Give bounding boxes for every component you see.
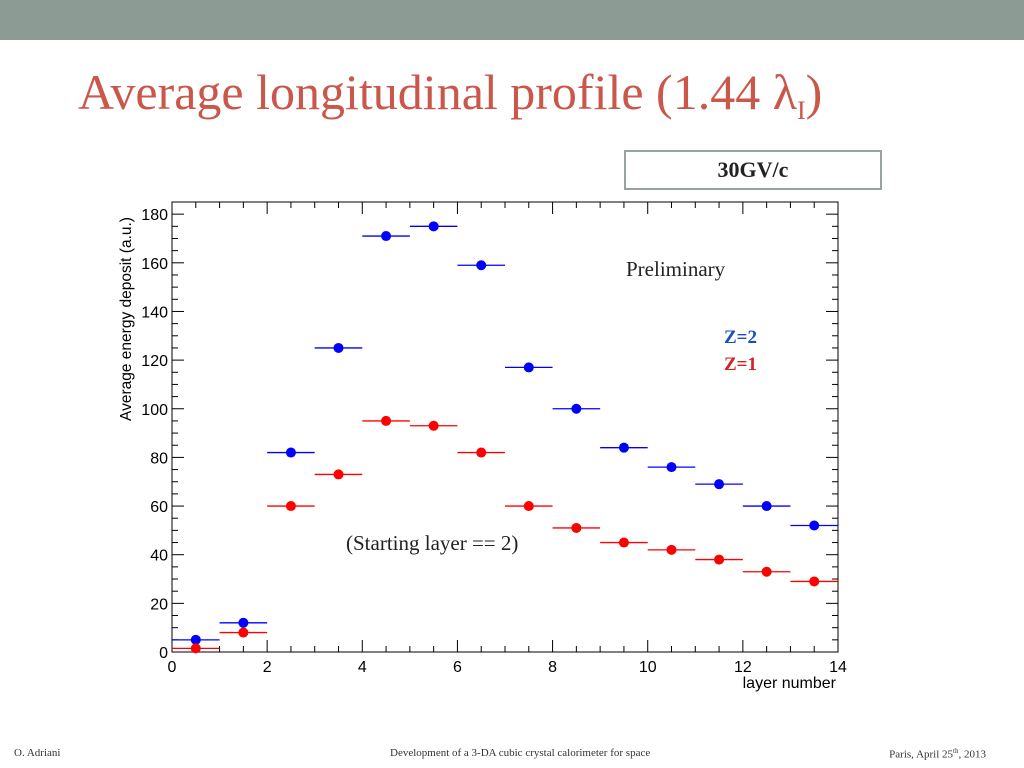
data-point-z1 xyxy=(381,415,392,426)
data-point-z1 xyxy=(666,544,677,555)
data-point-z2 xyxy=(428,221,439,232)
y-tick-label: 180 xyxy=(141,207,168,224)
lambda-symbol: λ xyxy=(772,64,797,120)
data-point-z2 xyxy=(809,520,820,531)
slide-title: Average longitudinal profile (1.44 λI) xyxy=(78,62,1018,141)
data-point-z1 xyxy=(428,420,439,431)
slide-title-text: Average longitudinal profile (1.44 xyxy=(78,64,773,120)
x-tick-label: 0 xyxy=(168,659,177,676)
axis-ticks xyxy=(171,201,839,653)
x-tick-label: 10 xyxy=(639,659,657,676)
x-tick-label: 8 xyxy=(548,659,557,676)
data-point-z1 xyxy=(761,566,772,577)
y-axis-label: Average energy deposit (a.u.) xyxy=(118,217,135,421)
x-axis-label: layer number xyxy=(743,675,837,692)
data-point-z2 xyxy=(571,403,582,414)
momentum-label: 30GV/c xyxy=(717,157,789,182)
data-point-z1 xyxy=(809,576,820,587)
data-point-z1 xyxy=(571,522,582,533)
plot-frame xyxy=(171,201,839,653)
x-tick-label: 4 xyxy=(358,659,367,676)
footer-date-sup: th xyxy=(953,747,959,755)
footer-author: O. Adriani xyxy=(14,747,61,759)
momentum-label-box: 30GV/c xyxy=(624,150,882,190)
x-tick-label: 2 xyxy=(263,659,272,676)
series-z2 xyxy=(172,221,838,645)
y-tick-label: 0 xyxy=(159,645,168,662)
footer-date-prefix: Paris, April 25 xyxy=(889,748,954,761)
legend-z2: Z=2 xyxy=(724,327,757,348)
data-point-z1 xyxy=(190,643,201,654)
lambda-subscript: I xyxy=(796,96,806,125)
data-point-z1 xyxy=(523,501,534,512)
y-tick-label: 120 xyxy=(141,353,168,370)
data-point-z2 xyxy=(761,501,772,512)
data-point-z1 xyxy=(285,501,296,512)
footer-talk-title: Development of a 3-DA cubic crystal calo… xyxy=(390,747,651,759)
data-point-z1 xyxy=(238,627,249,638)
slide-title-close: ) xyxy=(805,64,823,120)
chart-container: 0 2 4 6 8 10 12 14 0 20 40 60 80 100 120 140 160 180 laye… xyxy=(100,190,860,700)
x-tick-label: 12 xyxy=(734,659,752,676)
y-tick-label: 60 xyxy=(150,499,168,516)
data-point-z2 xyxy=(190,634,201,645)
series-z1 xyxy=(172,415,838,654)
top-bar xyxy=(0,0,1024,40)
data-point-z2 xyxy=(285,447,296,458)
x-tick-label: 14 xyxy=(829,659,847,676)
data-point-z2 xyxy=(666,462,677,473)
y-tick-label: 100 xyxy=(141,402,168,419)
data-point-z1 xyxy=(618,537,629,548)
starting-layer-annotation: (Starting layer == 2) xyxy=(346,531,518,555)
footer-date: Paris, April 25th, 2013 xyxy=(889,747,986,761)
data-point-z2 xyxy=(381,231,392,242)
data-point-z2 xyxy=(238,617,249,628)
y-tick-label: 140 xyxy=(141,304,168,321)
data-point-z2 xyxy=(618,442,629,453)
y-tick-label: 40 xyxy=(150,548,168,565)
data-point-z1 xyxy=(333,469,344,480)
y-tick-label: 20 xyxy=(150,596,168,613)
data-point-z1 xyxy=(714,554,725,565)
y-tick-label: 160 xyxy=(141,256,168,273)
data-point-z1 xyxy=(476,447,487,458)
y-tick-label: 80 xyxy=(150,450,168,467)
data-marks xyxy=(172,221,838,654)
preliminary-annotation: Preliminary xyxy=(626,257,726,281)
footer-date-suffix: , 2013 xyxy=(958,748,987,761)
data-point-z2 xyxy=(714,479,725,490)
x-tick-label: 6 xyxy=(453,659,462,676)
data-point-z2 xyxy=(523,362,534,373)
data-point-z2 xyxy=(476,260,487,271)
legend-z1: Z=1 xyxy=(724,354,757,375)
data-point-z2 xyxy=(333,342,344,353)
